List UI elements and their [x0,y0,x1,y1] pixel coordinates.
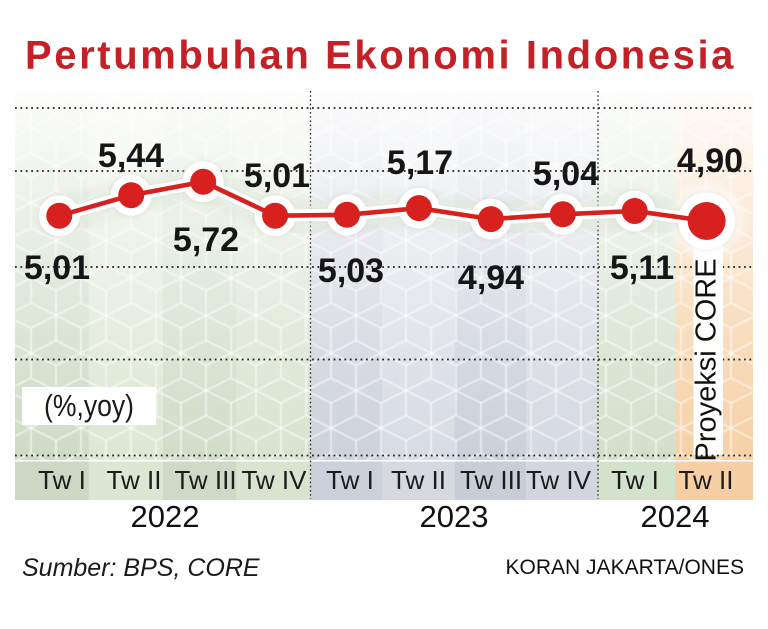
svg-text:Tw II: Tw II [107,465,162,495]
svg-text:KORAN JAKARTA/ONES: KORAN JAKARTA/ONES [506,556,744,579]
svg-text:2022: 2022 [131,499,200,534]
svg-text:(%,yoy): (%,yoy) [44,388,134,423]
svg-text:5,44: 5,44 [98,137,164,175]
svg-text:Tw II: Tw II [679,465,734,495]
svg-text:Tw III: Tw III [174,465,236,495]
svg-text:Tw I: Tw I [38,465,86,495]
svg-text:2024: 2024 [641,499,710,534]
svg-text:Proyeksi CORE: Proyeksi CORE [691,258,723,461]
svg-text:5,03: 5,03 [318,252,384,290]
svg-text:5,01: 5,01 [24,249,90,287]
svg-text:Tw IV: Tw IV [526,465,592,495]
svg-text:Tw I: Tw I [326,465,374,495]
svg-text:5,04: 5,04 [533,155,599,193]
svg-text:5,01: 5,01 [244,157,310,195]
svg-text:Tw III: Tw III [460,465,522,495]
svg-text:Tw II: Tw II [391,465,446,495]
svg-text:Sumber: BPS, CORE: Sumber: BPS, CORE [22,554,260,582]
svg-text:2023: 2023 [420,499,489,534]
svg-text:4,90: 4,90 [677,142,743,180]
svg-text:5,17: 5,17 [387,144,453,182]
svg-text:Tw I: Tw I [611,465,659,495]
svg-text:5,11: 5,11 [610,249,674,287]
svg-text:Pertumbuhan Ekonomi Indonesia: Pertumbuhan Ekonomi Indonesia [25,34,736,78]
svg-text:5,72: 5,72 [173,221,239,259]
svg-text:Tw IV: Tw IV [241,465,307,495]
svg-text:4,94: 4,94 [458,259,524,297]
